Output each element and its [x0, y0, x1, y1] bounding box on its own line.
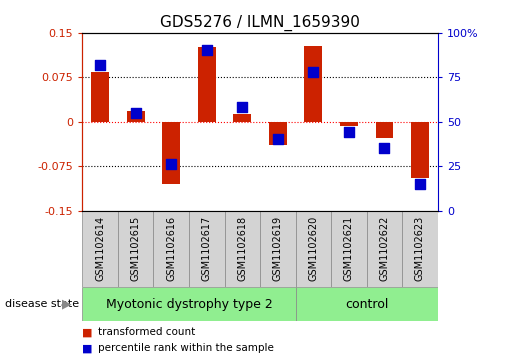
Text: GSM1102623: GSM1102623	[415, 216, 425, 281]
Bar	[367, 211, 402, 287]
Bar	[269, 122, 287, 145]
Bar	[118, 211, 153, 287]
Text: GSM1102616: GSM1102616	[166, 216, 176, 281]
Bar	[82, 287, 296, 321]
Bar	[340, 122, 358, 126]
Text: GSM1102615: GSM1102615	[131, 216, 141, 281]
Bar	[233, 114, 251, 122]
Bar	[375, 122, 393, 138]
Text: percentile rank within the sample: percentile rank within the sample	[98, 343, 274, 354]
Bar	[127, 111, 145, 122]
Bar	[225, 211, 260, 287]
Text: GSM1102617: GSM1102617	[202, 216, 212, 281]
Bar	[198, 48, 216, 122]
Bar	[402, 211, 438, 287]
Point	[380, 145, 389, 151]
Point	[203, 48, 211, 53]
Text: ■: ■	[82, 327, 93, 337]
Text: GSM1102621: GSM1102621	[344, 216, 354, 281]
Bar	[189, 211, 225, 287]
Text: GSM1102622: GSM1102622	[380, 216, 389, 281]
Point	[416, 181, 424, 187]
Bar	[162, 122, 180, 184]
Bar	[260, 211, 296, 287]
Point	[238, 105, 246, 110]
Text: Myotonic dystrophy type 2: Myotonic dystrophy type 2	[106, 298, 272, 310]
Text: GSM1102618: GSM1102618	[237, 216, 247, 281]
Bar	[82, 211, 118, 287]
Bar	[304, 46, 322, 122]
Bar	[296, 211, 331, 287]
Point	[167, 162, 175, 167]
Bar	[411, 122, 429, 178]
Bar	[91, 72, 109, 122]
Text: control: control	[345, 298, 388, 310]
Text: transformed count: transformed count	[98, 327, 195, 337]
Bar	[153, 211, 189, 287]
Text: GSM1102620: GSM1102620	[308, 216, 318, 281]
Point	[132, 110, 140, 115]
Text: GSM1102619: GSM1102619	[273, 216, 283, 281]
Text: ▶: ▶	[62, 298, 72, 310]
Text: disease state: disease state	[5, 299, 79, 309]
Point	[274, 136, 282, 142]
Title: GDS5276 / ILMN_1659390: GDS5276 / ILMN_1659390	[160, 15, 360, 31]
Text: ■: ■	[82, 343, 93, 354]
Bar	[296, 287, 438, 321]
Point	[96, 62, 104, 68]
Bar	[331, 211, 367, 287]
Point	[309, 69, 317, 75]
Point	[345, 129, 353, 135]
Text: GSM1102614: GSM1102614	[95, 216, 105, 281]
